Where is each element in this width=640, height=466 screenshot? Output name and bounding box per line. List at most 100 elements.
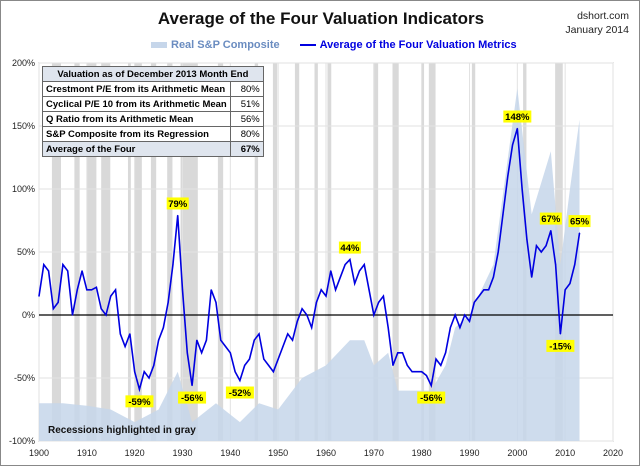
sp-composite-area	[39, 88, 580, 441]
annotation-bg	[338, 241, 361, 254]
x-tick-label: 1980	[412, 448, 432, 458]
data-point	[272, 371, 274, 373]
annotation-label: 67%	[541, 214, 561, 225]
x-tick-label: 1960	[316, 448, 336, 458]
table-row: Q Ratio from its Arithmetic Mean 56%	[42, 111, 264, 127]
data-point	[334, 289, 337, 291]
y-tick-label: -50%	[14, 373, 35, 383]
data-point	[440, 364, 442, 366]
row-value: 80%	[229, 81, 264, 97]
data-point	[177, 214, 179, 217]
data-point	[540, 251, 542, 253]
data-point	[416, 371, 418, 373]
data-point	[488, 289, 490, 291]
data-point	[76, 289, 78, 291]
data-point	[559, 333, 561, 335]
chart-title: Average of the Four Valuation Indicators	[157, 9, 485, 28]
data-point	[67, 270, 69, 272]
data-point	[248, 358, 251, 360]
data-point	[464, 314, 466, 316]
table-row-average: Average of the Four 67%	[42, 141, 264, 157]
x-tick-label: 1990	[459, 448, 479, 458]
data-point	[287, 333, 289, 335]
y-tick-label: 50%	[17, 247, 35, 257]
data-point	[502, 213, 504, 215]
x-tick-label: 1970	[364, 448, 384, 458]
x-tick-label: 2020	[603, 448, 623, 458]
average-line	[38, 128, 581, 393]
data-point	[449, 327, 451, 329]
data-point	[555, 264, 557, 266]
data-point	[229, 352, 231, 354]
legend-swatch-area	[151, 42, 167, 49]
data-point	[81, 270, 83, 272]
data-point	[91, 289, 93, 291]
data-point	[483, 289, 485, 291]
data-point	[373, 314, 375, 316]
data-point	[110, 295, 112, 297]
data-point	[105, 314, 107, 316]
data-point	[239, 379, 241, 382]
recession-note: Recessions highlighted in gray	[48, 425, 196, 436]
data-point	[382, 295, 384, 297]
row-value: 56%	[229, 111, 264, 127]
annotation-label: 65%	[570, 217, 590, 228]
annotation-label: 79%	[168, 199, 188, 210]
data-point	[224, 345, 227, 348]
data-point	[516, 127, 518, 130]
annotation-label: -52%	[229, 388, 252, 399]
data-point	[574, 264, 576, 266]
data-point	[277, 358, 279, 360]
y-tick-label: 100%	[12, 184, 35, 194]
data-point	[138, 388, 141, 390]
data-point	[511, 144, 514, 146]
data-point	[535, 245, 538, 247]
data-point	[71, 314, 74, 316]
annotation-label: -56%	[420, 393, 443, 404]
data-point	[47, 270, 50, 272]
data-point	[205, 339, 208, 341]
data-point	[411, 371, 413, 373]
data-point	[339, 276, 341, 278]
data-point	[578, 232, 581, 234]
table-row: Crestmont P/E from its Arithmetic Mean 80…	[42, 81, 264, 97]
data-point	[454, 314, 456, 316]
row-value: 67%	[229, 141, 264, 157]
data-point	[129, 333, 131, 335]
row-label: Average of the Four	[42, 141, 231, 157]
annotation-bg	[125, 395, 154, 408]
annotation-bg	[503, 110, 532, 123]
data-point	[569, 282, 571, 285]
data-point	[478, 295, 480, 297]
data-point	[397, 352, 399, 354]
data-point	[358, 270, 361, 272]
data-point	[43, 264, 45, 266]
row-label: S&P Composite from its Regression	[42, 126, 231, 142]
data-point	[258, 333, 260, 335]
legend-label: Real S&P Composite	[171, 39, 280, 51]
data-point	[444, 352, 447, 354]
data-point	[392, 364, 394, 366]
data-point	[363, 264, 365, 266]
y-tick-label: 150%	[12, 121, 35, 131]
x-tick-label: 2010	[555, 448, 575, 458]
data-point	[401, 352, 404, 354]
annotation-label: -59%	[128, 397, 151, 408]
annotation-bg	[178, 391, 207, 404]
row-label: Cyclical P/E 10 from its Arithmetic Mean	[42, 96, 231, 112]
data-point	[378, 301, 380, 303]
annotation-bg	[417, 391, 446, 404]
data-point	[430, 384, 432, 387]
annotation-label: -15%	[549, 341, 572, 352]
data-point	[153, 364, 155, 366]
y-tick-label: -100%	[9, 436, 35, 446]
data-point	[296, 320, 298, 322]
y-tick-label: 0%	[22, 310, 35, 320]
data-point	[134, 371, 136, 373]
legend: Real S&P Composite Average of the Four V…	[151, 39, 517, 51]
data-point	[425, 374, 428, 377]
data-point	[196, 339, 198, 341]
data-point	[62, 264, 64, 266]
